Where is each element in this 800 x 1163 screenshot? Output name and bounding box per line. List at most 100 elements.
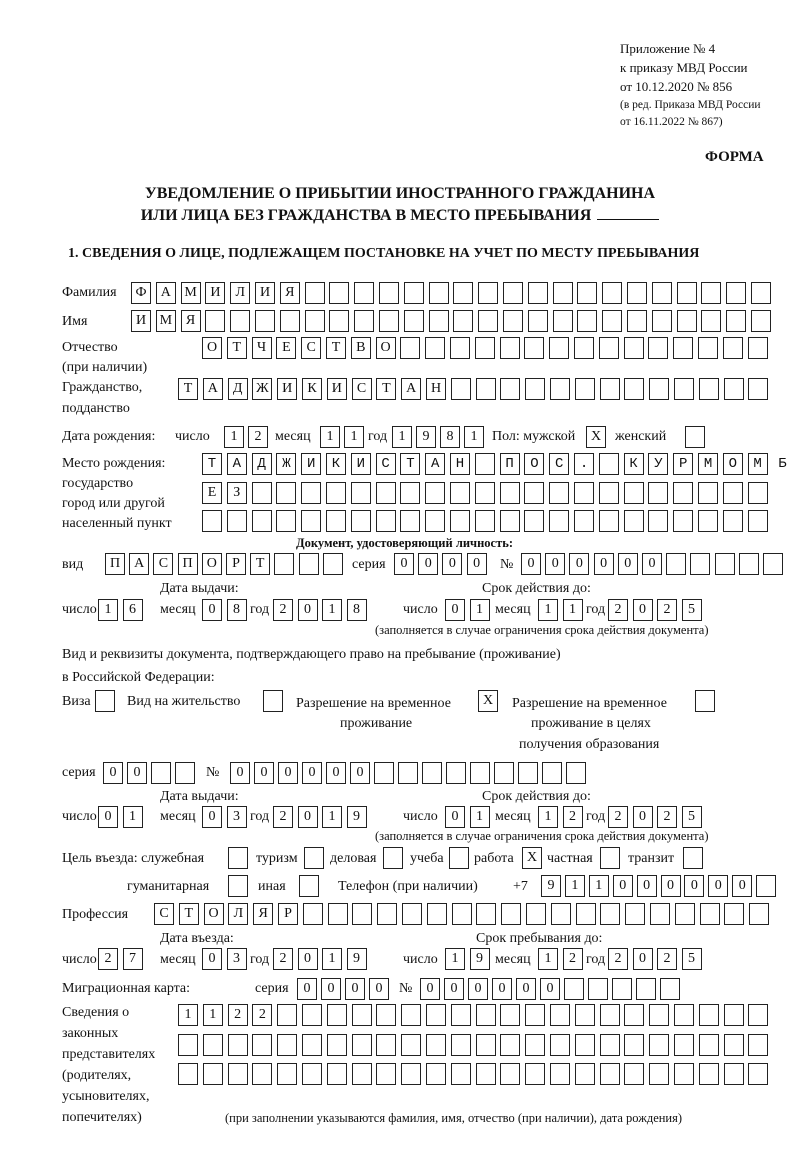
guardians-1-box[interactable] [674, 1004, 694, 1026]
citizenship-box[interactable]: И [326, 378, 347, 400]
migration-series-box[interactable]: 0 [297, 978, 317, 1000]
guardians-1-box[interactable] [500, 1004, 521, 1026]
patronymic-box[interactable]: Т [226, 337, 247, 359]
surname-box[interactable] [552, 282, 573, 304]
guardians-1-box[interactable] [748, 1004, 769, 1026]
citizenship-box[interactable] [475, 378, 496, 400]
birth-place-2-box[interactable] [276, 482, 297, 504]
guardians-1-box[interactable]: 1 [202, 1004, 223, 1026]
stay-valid-year-box[interactable]: 0 [632, 806, 653, 828]
profession-box[interactable]: Л [228, 903, 249, 925]
profession-box[interactable] [724, 903, 745, 925]
citizenship-box[interactable]: А [202, 378, 223, 400]
profession-box[interactable] [302, 903, 323, 925]
citizenship-box[interactable] [624, 378, 645, 400]
surname-box[interactable]: М [180, 282, 201, 304]
stay-issue-year-box[interactable]: 1 [322, 806, 342, 828]
stay-valid-day-box[interactable]: 0 [445, 806, 465, 828]
citizenship-box[interactable] [723, 378, 744, 400]
name-box[interactable] [354, 310, 375, 332]
citizenship-box[interactable]: К [302, 378, 322, 400]
patronymic-box[interactable] [623, 337, 644, 359]
profession-box[interactable] [674, 903, 695, 925]
visa-checkbox[interactable] [95, 690, 115, 712]
birth-month-box[interactable]: 1 [320, 426, 340, 448]
stay-issue-month-box[interactable]: 3 [226, 806, 247, 828]
id-kind-box[interactable] [298, 553, 319, 575]
name-box[interactable] [676, 310, 697, 332]
guardians-2-box[interactable] [376, 1034, 397, 1056]
guardians-2-box[interactable] [302, 1034, 322, 1056]
name-box[interactable] [255, 310, 275, 332]
birth-place-3-box[interactable] [400, 510, 421, 532]
sex-male-checkbox[interactable]: X [586, 426, 606, 448]
id-kind-box[interactable]: Т [250, 553, 271, 575]
birth-place-2-box[interactable] [524, 482, 545, 504]
guardians-3-box[interactable] [302, 1063, 322, 1085]
entry-month-box[interactable]: 3 [226, 948, 247, 970]
citizenship-box[interactable]: А [401, 378, 422, 400]
guardians-1-box[interactable]: 2 [252, 1004, 273, 1026]
guardians-1-box[interactable] [376, 1004, 397, 1026]
birth-place-1-box[interactable] [202, 453, 222, 475]
id-series-box[interactable]: 0 [466, 553, 487, 575]
guardians-3-box[interactable] [698, 1063, 719, 1085]
entry-year-box[interactable]: 9 [346, 948, 367, 970]
citizenship-box[interactable] [550, 378, 570, 400]
stay-until-year-box[interactable]: 0 [632, 948, 653, 970]
patronymic-box[interactable]: В [350, 337, 371, 359]
guardians-3-box[interactable] [599, 1063, 620, 1085]
guardians-2-box[interactable] [624, 1034, 645, 1056]
profession-box[interactable] [426, 903, 447, 925]
citizenship-box[interactable]: С [351, 378, 372, 400]
guardians-3-box[interactable] [326, 1063, 347, 1085]
profession-box[interactable] [327, 903, 348, 925]
guardians-1-box[interactable] [550, 1004, 570, 1026]
birth-year-box[interactable]: 8 [440, 426, 460, 448]
citizenship-box[interactable]: Ж [252, 378, 273, 400]
birth-place-3-box[interactable] [623, 510, 644, 532]
id-kind-box[interactable]: П [177, 553, 198, 575]
migration-number-box[interactable]: 0 [540, 978, 560, 1000]
id-valid-year-box[interactable]: 2 [608, 599, 628, 621]
guardians-2-box[interactable] [401, 1034, 422, 1056]
guardians-1-box[interactable] [698, 1004, 719, 1026]
guardians-2-box[interactable] [178, 1034, 198, 1056]
birth-place-1-box[interactable] [722, 453, 743, 475]
guardians-3-box[interactable] [674, 1063, 694, 1085]
id-kind-box[interactable]: П [105, 553, 125, 575]
stay-until-day-box[interactable]: 9 [469, 948, 490, 970]
phone-box[interactable]: 1 [588, 875, 609, 897]
name-box[interactable] [503, 310, 523, 332]
birth-place-1-box[interactable] [450, 453, 470, 475]
guardians-2-box[interactable] [723, 1034, 744, 1056]
citizenship-box[interactable]: Т [178, 378, 198, 400]
entry-day-box[interactable]: 2 [98, 948, 118, 970]
citizenship-box[interactable]: Т [376, 378, 397, 400]
guardians-1-box[interactable] [426, 1004, 446, 1026]
name-box[interactable]: Я [180, 310, 201, 332]
id-number-box[interactable]: 0 [521, 553, 541, 575]
surname-box[interactable] [676, 282, 697, 304]
id-number-box[interactable]: 0 [642, 553, 662, 575]
birth-place-3-box[interactable] [251, 510, 272, 532]
guardians-3-box[interactable] [178, 1063, 198, 1085]
surname-box[interactable] [379, 282, 399, 304]
surname-box[interactable] [428, 282, 449, 304]
birth-place-2-box[interactable] [251, 482, 272, 504]
guardians-3-box[interactable] [748, 1063, 769, 1085]
entry-year-box[interactable]: 2 [273, 948, 293, 970]
stay-number-box[interactable] [542, 762, 562, 784]
birth-place-3-box[interactable] [747, 510, 768, 532]
guardians-3-box[interactable] [574, 1063, 595, 1085]
birth-place-3-box[interactable] [598, 510, 619, 532]
guardians-1-box[interactable] [723, 1004, 744, 1026]
name-box[interactable] [701, 310, 722, 332]
name-box[interactable] [230, 310, 251, 332]
guardians-3-box[interactable] [475, 1063, 496, 1085]
profession-box[interactable] [650, 903, 670, 925]
stay-series-box[interactable]: 0 [103, 762, 123, 784]
patronymic-box[interactable] [722, 337, 743, 359]
surname-box[interactable] [329, 282, 350, 304]
migration-series-box[interactable]: 0 [321, 978, 341, 1000]
